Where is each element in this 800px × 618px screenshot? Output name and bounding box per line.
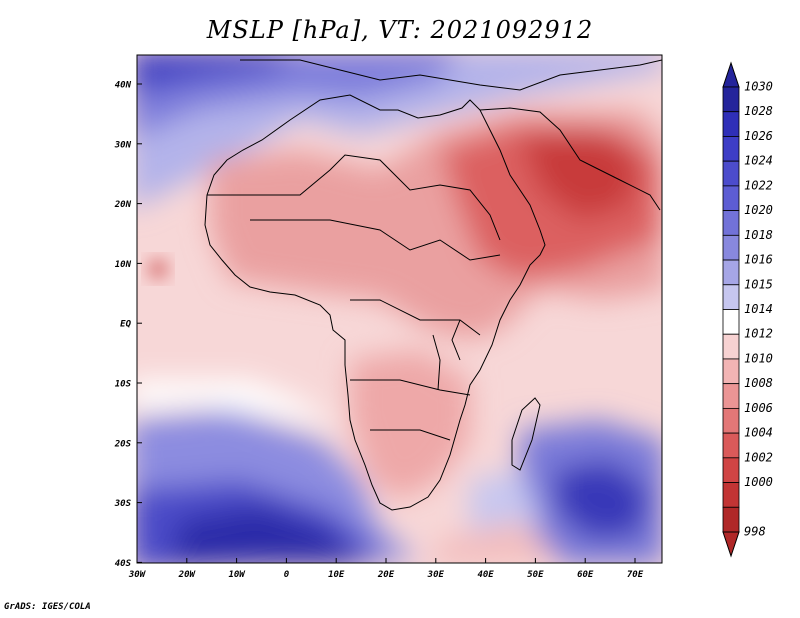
map-title: MSLP [hPa], VT: 2021092912	[206, 16, 594, 44]
colorbar-label: 1015	[744, 277, 773, 291]
colorbar-label: 1002	[744, 450, 773, 464]
lon-tick-label: 0	[284, 570, 290, 580]
colorbar-label: 1024	[744, 154, 773, 168]
colorbar-segment	[722, 432, 740, 459]
colorbar-label: 1022	[744, 178, 773, 192]
colorbar-segment	[722, 136, 740, 162]
colorbar-segment	[722, 407, 740, 434]
lat-tick-label: 40S	[115, 559, 132, 569]
colorbar-segment	[722, 333, 740, 360]
colorbar-segment	[722, 358, 740, 385]
grads-credit: GrADS: IGES/COLA	[4, 602, 91, 612]
colorbar-label: 1012	[744, 327, 773, 341]
colorbar-label: 1016	[744, 253, 773, 267]
lon-tick-label: 10E	[328, 570, 345, 580]
colorbar-segment	[722, 111, 740, 137]
lat-tick-label: EQ	[120, 320, 131, 330]
colorbar-segment	[722, 185, 740, 212]
colorbar-label: 1008	[744, 376, 773, 390]
lon-tick-label: 30W	[128, 570, 147, 580]
colorbar-label: 1030	[744, 80, 773, 94]
lon-tick-label: 50E	[527, 570, 544, 580]
colorbar-segment	[722, 309, 740, 335]
colorbar-segment	[722, 506, 740, 533]
colorbar-label: 1026	[744, 129, 773, 143]
colorbar-top-arrow	[722, 61, 740, 88]
colorbar-segment	[722, 457, 740, 483]
longitude-axis: 30W 20W 10W 0 10E 20E 30E 40E 50E 60E 70E	[128, 558, 644, 580]
lat-tick-label: 40N	[115, 81, 132, 91]
colorbar-label: 1000	[744, 475, 773, 489]
colorbar-segment	[722, 234, 740, 261]
coastlines	[204, 59, 662, 511]
colorbar: 1030 1028 1026 1024 1022 1020 1018 1016 1015 1014…	[722, 61, 773, 558]
colorbar-segment	[722, 259, 740, 286]
colorbar-label: 1004	[744, 426, 773, 440]
map-frame	[136, 54, 663, 564]
colorbar-label: 1014	[744, 302, 773, 316]
lat-tick-label: 10S	[115, 380, 132, 390]
colorbar-label: 998	[744, 525, 766, 539]
lat-tick-label: 20N	[114, 200, 132, 210]
lat-tick-label: 10N	[115, 260, 132, 270]
pressure-field	[137, 55, 662, 563]
colorbar-label: 1028	[744, 104, 773, 118]
lon-tick-label: 20E	[377, 570, 395, 580]
lon-tick-label: 40E	[477, 570, 494, 580]
colorbar-segment	[722, 284, 740, 310]
lat-tick-label: 30S	[114, 499, 132, 509]
colorbar-label: 1018	[744, 228, 773, 242]
colorbar-label: 1006	[744, 401, 773, 415]
lon-tick-label: 30E	[427, 570, 445, 580]
latitude-axis: 40N 30N 20N 10N EQ 10S 20S 30S 40S	[114, 81, 142, 569]
lat-tick-label: 30N	[114, 140, 132, 150]
lon-tick-label: 20W	[178, 570, 197, 580]
colorbar-segment	[722, 160, 740, 187]
colorbar-segment	[722, 383, 740, 409]
lat-tick-label: 20S	[114, 439, 132, 449]
colorbar-bottom-arrow	[722, 531, 740, 558]
colorbar-segment	[722, 482, 740, 508]
colorbar-segment	[722, 86, 740, 113]
colorbar-label: 1010	[744, 351, 773, 365]
lon-tick-label: 10W	[228, 570, 246, 580]
lon-tick-label: 70E	[627, 570, 644, 580]
lon-tick-label: 60E	[577, 570, 594, 580]
colorbar-label: 1020	[744, 203, 773, 217]
colorbar-segment	[722, 210, 740, 236]
